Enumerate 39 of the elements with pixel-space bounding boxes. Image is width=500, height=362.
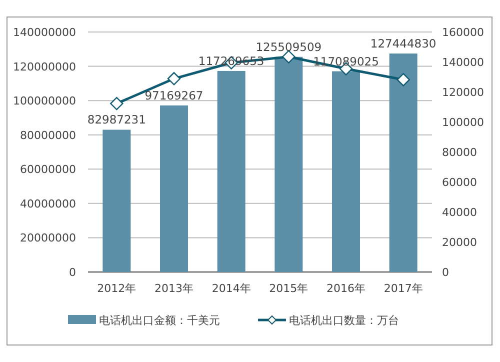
y-tick-label: 100000000: [13, 94, 76, 108]
point: [167, 72, 181, 86]
y-tick-label: 80000000: [20, 128, 76, 142]
y2-tick-label: 80000: [442, 146, 477, 159]
y-tick-label: 60000000: [20, 163, 76, 176]
point: [396, 73, 410, 86]
y-tick-label: 140000000: [13, 26, 76, 39]
y2-tick-label: 140000: [442, 56, 484, 69]
y-tick-label: 0: [69, 266, 76, 279]
bar: [217, 70, 246, 272]
y2-tick-label: 60000: [442, 176, 477, 189]
y-tick-label: 120000000: [13, 60, 76, 74]
bar: [389, 54, 418, 272]
x-tick-label: 2017年: [384, 282, 423, 295]
x-tick-label: 2013年: [154, 282, 194, 295]
y-tick-label: 40000000: [20, 197, 76, 210]
y2-tick-label: 100000: [442, 116, 484, 129]
y2-tick-label: 160000: [442, 26, 484, 39]
point: [110, 96, 124, 110]
data-label: 82987231: [87, 112, 146, 127]
y2-tick-label: 0: [442, 266, 449, 279]
data-label: 117089025: [313, 54, 379, 68]
bar: [102, 130, 131, 272]
x-tick-label: 2015年: [269, 282, 308, 295]
x-tick-label: 2016年: [326, 282, 366, 295]
bar: [332, 71, 360, 272]
y2-tick-label: 120000: [442, 86, 484, 99]
legend-label: 电话机出口数量：万台: [289, 314, 399, 327]
data-label: 97169267: [144, 88, 204, 102]
y-tick-label: 20000000: [20, 232, 76, 245]
x-tick-label: 2014年: [212, 282, 251, 295]
legend-label: 电话机出口金额：千美元: [99, 314, 220, 327]
bar: [274, 56, 303, 272]
y2-tick-label: 20000: [442, 236, 477, 249]
data-label: 127444830: [370, 36, 436, 51]
y2-tick-label: 40000: [442, 206, 477, 219]
data-label: 125509509: [256, 40, 322, 54]
x-tick-label: 2012年: [97, 282, 136, 295]
bar: [160, 105, 188, 272]
